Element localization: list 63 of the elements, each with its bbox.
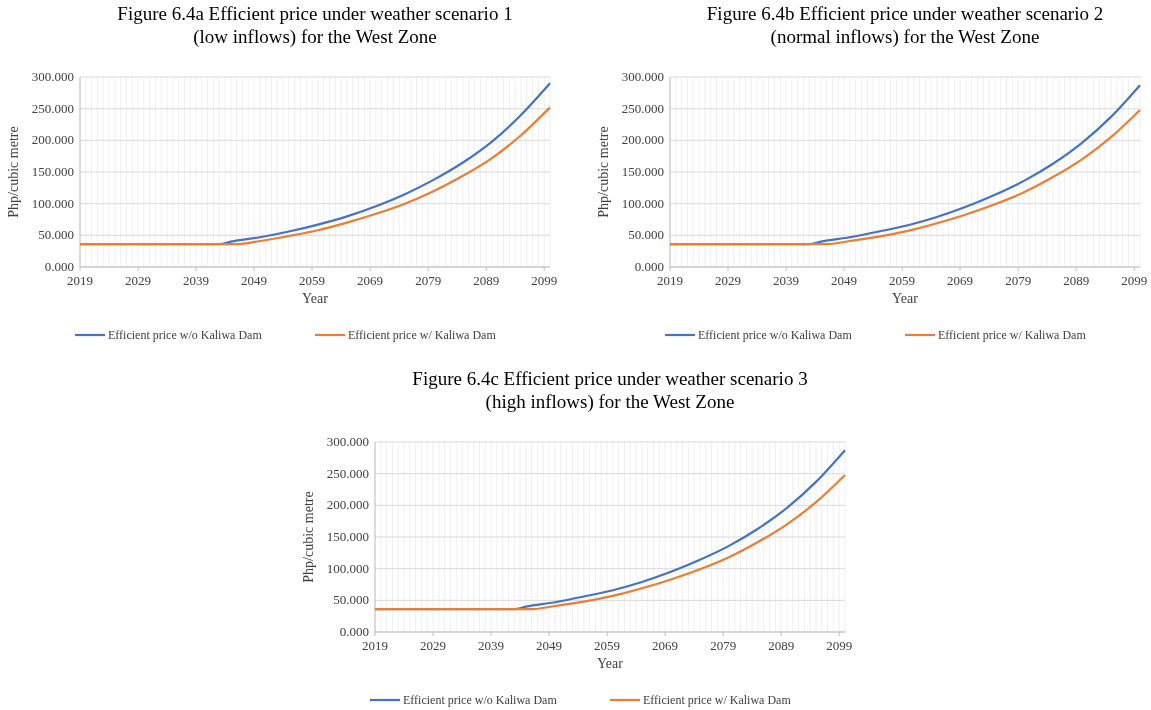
y-tick-label: 50.000	[333, 592, 369, 608]
x-tick-label: 2079	[415, 273, 442, 288]
y-tick-label: 150.000	[326, 529, 369, 544]
x-axis-title: Year	[302, 291, 329, 306]
x-tick-label: 2069	[947, 273, 974, 288]
legend-label: Efficient price w/o Kaliwa Dam	[698, 328, 853, 342]
y-tick-label: 250.000	[621, 100, 664, 116]
y-tick-label: 50.000	[628, 227, 664, 243]
y-tick-label: 200.000	[621, 132, 664, 148]
x-tick-label: 2099	[1121, 273, 1148, 288]
x-axis-title: Year	[597, 656, 624, 671]
x-tick-label: 2089	[1063, 273, 1090, 288]
x-tick-label: 2059	[299, 273, 326, 288]
x-tick-label: 2039	[478, 638, 505, 653]
y-tick-label: 0.000	[634, 259, 664, 274]
x-tick-label: 2039	[773, 273, 800, 288]
x-axis-title: Year	[892, 291, 919, 306]
legend-label: Efficient price w/ Kaliwa Dam	[643, 693, 792, 707]
x-tick-label: 2059	[889, 273, 916, 288]
x-tick-label: 2039	[183, 273, 210, 288]
x-tick-label: 2089	[768, 638, 795, 653]
y-tick-label: 300.000	[31, 69, 74, 84]
y-tick-label: 100.000	[621, 195, 664, 211]
y-tick-label: 150.000	[31, 164, 74, 179]
chart-title: Figure 6.4c Efficient price under weather scenario 3 (high inflows) for the West Zone	[412, 368, 808, 413]
legend-label: Efficient price w/ Kaliwa Dam	[938, 328, 1087, 342]
y-tick-label: 0.000	[44, 259, 74, 274]
y-axis-title: Php/cubic metre	[301, 491, 316, 583]
x-tick-label: 2019	[657, 273, 683, 288]
x-tick-label: 2019	[362, 638, 388, 653]
y-tick-label: 100.000	[326, 560, 369, 576]
y-tick-label: 200.000	[326, 497, 369, 513]
y-axis-title: Php/cubic metre	[6, 126, 21, 218]
x-tick-label: 2079	[710, 638, 737, 653]
x-tick-label: 2019	[67, 273, 93, 288]
x-tick-label: 2059	[594, 638, 621, 653]
y-tick-label: 200.000	[31, 132, 74, 148]
y-tick-label: 50.000	[38, 227, 74, 243]
y-tick-label: 150.000	[621, 164, 664, 179]
chart-title: Figure 6.4b Efficient price under weather scenario 2 (normal inflows) for the West Zone	[706, 3, 1104, 48]
x-tick-label: 2049	[831, 273, 858, 288]
x-tick-label: 2029	[715, 273, 742, 288]
chart-title: Figure 6.4a Efficient price under weather scenario 1 (low inflows) for the West Zone	[117, 3, 513, 48]
x-tick-label: 2029	[420, 638, 447, 653]
y-tick-label: 300.000	[326, 434, 369, 449]
x-tick-label: 2049	[536, 638, 563, 653]
x-tick-label: 2029	[125, 273, 152, 288]
y-tick-label: 300.000	[621, 69, 664, 84]
x-tick-label: 2049	[241, 273, 268, 288]
y-axis-title: Php/cubic metre	[596, 126, 611, 218]
y-tick-label: 250.000	[326, 465, 369, 481]
y-tick-label: 100.000	[31, 195, 74, 211]
y-tick-label: 250.000	[31, 100, 74, 116]
x-tick-label: 2079	[1005, 273, 1032, 288]
y-tick-label: 0.000	[339, 624, 369, 639]
legend-label: Efficient price w/o Kaliwa Dam	[403, 693, 558, 707]
x-tick-label: 2069	[357, 273, 384, 288]
legend-label: Efficient price w/ Kaliwa Dam	[348, 328, 497, 342]
x-tick-label: 2069	[652, 638, 679, 653]
x-tick-label: 2099	[531, 273, 558, 288]
x-tick-label: 2089	[473, 273, 500, 288]
x-tick-label: 2099	[826, 638, 853, 653]
legend-label: Efficient price w/o Kaliwa Dam	[108, 328, 263, 342]
